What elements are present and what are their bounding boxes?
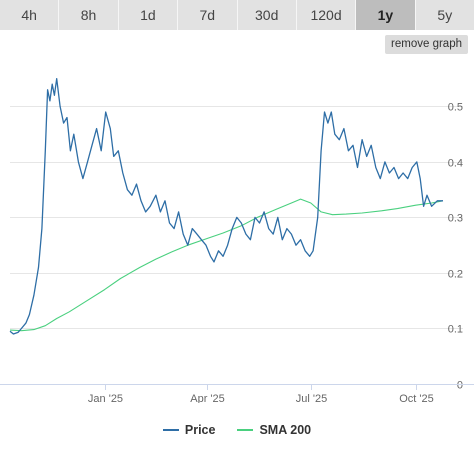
- tab-4h[interactable]: 4h: [0, 0, 60, 30]
- tab-7d[interactable]: 7d: [178, 0, 238, 30]
- tab-5y[interactable]: 5y: [415, 0, 474, 30]
- x-axis: Jan '25 Apr '25 Jul '25 Oct '25: [0, 384, 474, 403]
- y-tick-label: 0.4: [448, 158, 463, 170]
- legend-label-sma: SMA 200: [259, 423, 312, 437]
- tab-1y[interactable]: 1y: [356, 0, 416, 30]
- x-tick-label: Apr '25: [190, 393, 225, 403]
- legend-item-price[interactable]: Price: [162, 423, 216, 437]
- tab-30d[interactable]: 30d: [237, 0, 297, 30]
- remove-graph-button[interactable]: remove graph: [385, 35, 468, 54]
- legend-swatch-price: [162, 429, 179, 431]
- x-tick-label: Jan '25: [88, 393, 123, 403]
- y-tick-label: 0.3: [448, 213, 463, 225]
- tab-120d[interactable]: 120d: [296, 0, 357, 30]
- series-lines: [9, 78, 444, 335]
- price-chart: 0 0.1 0.2 0.3 0.4 0.5 Jan '25 Apr '25 Jul '25 Oc…: [0, 78, 474, 403]
- x-tick-label: Jul '25: [296, 393, 327, 403]
- y-axis-labels: 0 0.1 0.2 0.3 0.4 0.5: [448, 102, 463, 392]
- y-tick-label: 0.2: [448, 269, 463, 281]
- y-tick-label: 0.5: [448, 102, 463, 114]
- x-tick-label: Oct '25: [399, 393, 434, 403]
- sma-200-series-line: [9, 198, 444, 332]
- chart-legend: Price SMA 200: [0, 420, 474, 440]
- price-series-line: [9, 78, 443, 335]
- legend-swatch-sma: [237, 429, 254, 431]
- y-tick-label: 0: [457, 380, 463, 392]
- grid-lines: [10, 106, 463, 385]
- tab-8h[interactable]: 8h: [59, 0, 119, 30]
- y-tick-label: 0.1: [448, 324, 463, 336]
- legend-item-sma[interactable]: SMA 200: [237, 423, 311, 437]
- tab-1d[interactable]: 1d: [118, 0, 179, 30]
- timeframe-tabs: 4h 8h 1d 7d 30d 120d 1y 5y: [0, 0, 474, 30]
- legend-label-price: Price: [184, 423, 216, 437]
